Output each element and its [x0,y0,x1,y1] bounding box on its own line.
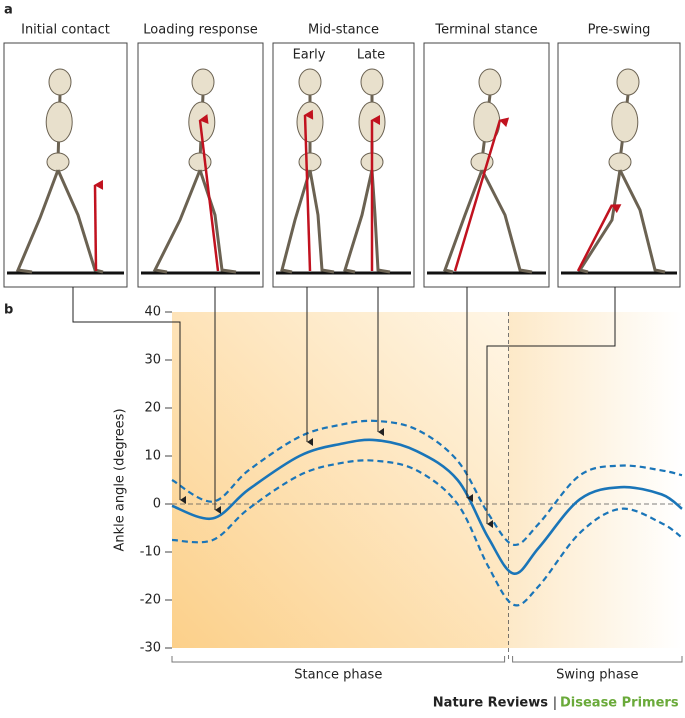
pelvis [298,152,322,172]
pelvis [46,152,70,172]
ribcage [611,101,639,143]
skeleton [280,68,335,274]
y-axis-label: Ankle angle (degrees) [113,408,128,551]
leg [443,169,484,274]
footer-journal: Nature Reviews [433,696,548,711]
leg [343,169,374,274]
phase-label: Stance phase [294,668,382,683]
skull [616,68,640,96]
ribcage [45,101,73,143]
pose-panels: Initial contact Loading response Mid-stanc… [3,23,681,288]
footer-series: Disease Primers [560,696,679,711]
force-arrow [303,109,314,272]
pose-label: Loading response [143,23,257,38]
skull [298,68,322,96]
force-arrow [198,114,220,272]
skull [360,68,384,96]
leg [480,169,533,274]
leg [577,169,622,274]
sd-line [171,419,683,546]
leg [152,169,202,274]
phase-background [508,312,682,648]
pelvis [608,152,632,172]
y-tick-label: -20 [140,593,161,608]
leg [280,169,312,274]
mean-line [171,438,683,575]
panel-label: a [4,3,13,18]
sd-line [171,459,683,607]
y-tick-label: -10 [140,545,161,560]
y-tick-label: 30 [144,353,161,368]
skull [48,68,72,96]
pose-label: Initial contact [21,23,110,38]
skeleton [152,68,237,274]
y-tick-label: 10 [144,449,161,464]
skeleton [343,68,391,274]
skeleton [576,68,666,274]
pose-label: Pre-swing [588,23,651,38]
force-arrow [93,179,104,272]
leg [308,169,335,274]
phase-bracket [512,656,683,663]
phase-bracket [171,656,506,663]
leg [56,169,104,274]
phase-background [172,312,509,648]
pose-label: Mid-stance [308,23,379,38]
pelvis [188,152,212,172]
substage-label: Early [293,48,326,63]
y-tick-label: 0 [153,497,161,512]
leg [15,169,60,274]
y-tick-label: 20 [144,401,161,416]
force-arrow [576,204,622,272]
connector [72,287,186,504]
skeleton [443,68,533,274]
plot: -30 -20 -10 0 10 20 30 40 Ankle angle (degrees) S… [113,305,683,683]
connector [486,287,616,528]
skull [478,68,502,96]
skeleton [15,68,104,274]
skull [191,68,215,96]
substage-label: Late [357,48,385,63]
leg [618,169,666,274]
panel-label: b [4,303,13,318]
force-arrow [453,117,510,272]
connectors [72,287,616,528]
pose-panel [272,42,415,288]
y-tick-label: 40 [144,305,161,320]
pose-label: Terminal stance [434,23,537,38]
phase-label: Swing phase [556,668,638,683]
y-tick-label: -30 [140,641,161,656]
leg [370,169,391,274]
ribcage [296,101,324,143]
footer-separator: | [553,696,557,711]
